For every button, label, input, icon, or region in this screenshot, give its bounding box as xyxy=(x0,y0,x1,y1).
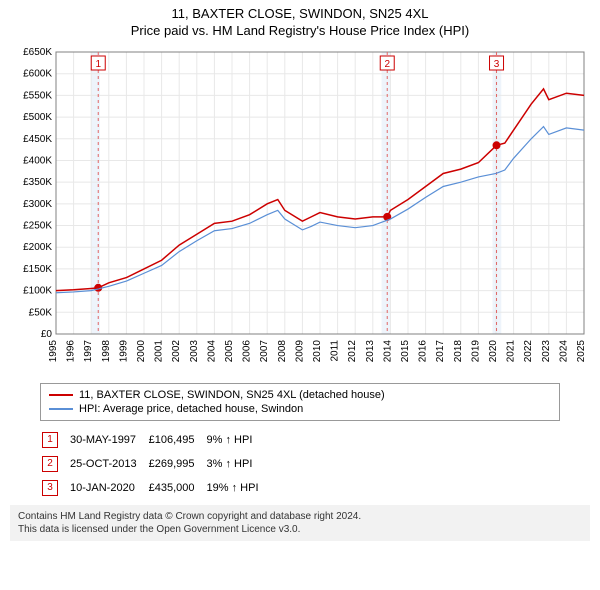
svg-text:£50K: £50K xyxy=(29,307,53,318)
svg-text:2016: 2016 xyxy=(418,340,429,363)
svg-text:2020: 2020 xyxy=(488,340,499,363)
svg-text:2018: 2018 xyxy=(453,340,464,363)
sale-delta: 19% ↑ HPI xyxy=(207,477,269,499)
svg-text:1: 1 xyxy=(95,59,101,70)
svg-text:£400K: £400K xyxy=(23,155,52,166)
legend-label: HPI: Average price, detached house, Swin… xyxy=(79,403,303,415)
svg-text:2024: 2024 xyxy=(558,340,569,363)
svg-text:2006: 2006 xyxy=(242,340,253,363)
title-subtitle: Price paid vs. HM Land Registry's House … xyxy=(0,21,600,38)
legend-item: 11, BAXTER CLOSE, SWINDON, SN25 4XL (det… xyxy=(49,388,551,402)
svg-text:£600K: £600K xyxy=(23,69,52,80)
svg-text:£650K: £650K xyxy=(23,47,52,58)
svg-text:2013: 2013 xyxy=(365,340,376,363)
svg-text:2023: 2023 xyxy=(541,340,552,363)
svg-text:2025: 2025 xyxy=(576,340,587,363)
svg-text:£250K: £250K xyxy=(23,221,52,232)
sale-marker-icon: 3 xyxy=(42,480,58,496)
svg-text:2007: 2007 xyxy=(259,340,270,363)
svg-text:2003: 2003 xyxy=(189,340,200,363)
sale-marker-icon: 1 xyxy=(42,432,58,448)
svg-text:£300K: £300K xyxy=(23,199,52,210)
svg-text:£450K: £450K xyxy=(23,134,52,145)
line-chart: £0 £50K £100K £150K £200K £250K £300K £350K £400… xyxy=(10,44,590,374)
svg-text:2011: 2011 xyxy=(330,340,341,362)
svg-text:1995: 1995 xyxy=(48,340,59,363)
footnote-line: Contains HM Land Registry data © Crown c… xyxy=(18,510,582,523)
page: 11, BAXTER CLOSE, SWINDON, SN25 4XL Pric… xyxy=(0,0,600,590)
svg-text:2021: 2021 xyxy=(506,340,517,363)
svg-text:3: 3 xyxy=(494,59,500,70)
legend-swatch xyxy=(49,408,73,410)
table-row: 3 10-JAN-2020£435,00019% ↑ HPI xyxy=(42,477,269,499)
sale-price: £269,995 xyxy=(149,453,205,475)
svg-text:2004: 2004 xyxy=(206,340,217,363)
svg-text:2005: 2005 xyxy=(224,340,235,363)
svg-text:2014: 2014 xyxy=(382,340,393,363)
legend: 11, BAXTER CLOSE, SWINDON, SN25 4XL (det… xyxy=(40,383,560,421)
sale-date: 30-MAY-1997 xyxy=(70,429,147,451)
svg-text:2002: 2002 xyxy=(171,340,182,363)
svg-text:£550K: £550K xyxy=(23,90,52,101)
svg-text:£200K: £200K xyxy=(23,242,52,253)
sale-marker-icon: 2 xyxy=(42,456,58,472)
svg-text:2012: 2012 xyxy=(347,340,358,363)
footnote-line: This data is licensed under the Open Gov… xyxy=(18,523,582,536)
svg-text:2019: 2019 xyxy=(470,340,481,363)
title-address: 11, BAXTER CLOSE, SWINDON, SN25 4XL xyxy=(0,0,600,21)
sale-price: £435,000 xyxy=(149,477,205,499)
svg-text:2: 2 xyxy=(384,59,390,70)
sale-price: £106,495 xyxy=(149,429,205,451)
svg-text:2008: 2008 xyxy=(277,340,288,363)
chart-titles: 11, BAXTER CLOSE, SWINDON, SN25 4XL Pric… xyxy=(0,0,600,38)
legend-label: 11, BAXTER CLOSE, SWINDON, SN25 4XL (det… xyxy=(79,389,385,401)
legend-swatch xyxy=(49,394,73,396)
svg-text:2017: 2017 xyxy=(435,340,446,363)
chart-area: £0 £50K £100K £150K £200K £250K £300K £350K £400… xyxy=(10,44,590,379)
svg-text:2000: 2000 xyxy=(136,340,147,363)
svg-text:1999: 1999 xyxy=(118,340,129,363)
sale-date: 10-JAN-2020 xyxy=(70,477,147,499)
svg-text:£100K: £100K xyxy=(23,286,52,297)
svg-text:£150K: £150K xyxy=(23,264,52,275)
sale-delta: 3% ↑ HPI xyxy=(207,453,269,475)
sale-delta: 9% ↑ HPI xyxy=(207,429,269,451)
sales-table: 1 30-MAY-1997£106,4959% ↑ HPI 2 25-OCT-2013… xyxy=(40,427,271,501)
svg-text:£500K: £500K xyxy=(23,112,52,123)
svg-text:1998: 1998 xyxy=(101,340,112,363)
svg-text:£350K: £350K xyxy=(23,177,52,188)
svg-text:2009: 2009 xyxy=(294,340,305,363)
svg-text:2022: 2022 xyxy=(523,340,534,363)
svg-text:1996: 1996 xyxy=(66,340,77,363)
table-row: 1 30-MAY-1997£106,4959% ↑ HPI xyxy=(42,429,269,451)
footnote: Contains HM Land Registry data © Crown c… xyxy=(10,505,590,541)
table-row: 2 25-OCT-2013£269,9953% ↑ HPI xyxy=(42,453,269,475)
legend-item: HPI: Average price, detached house, Swin… xyxy=(49,402,551,416)
svg-text:1997: 1997 xyxy=(83,340,94,363)
svg-text:2010: 2010 xyxy=(312,340,323,363)
svg-text:2015: 2015 xyxy=(400,340,411,363)
sale-date: 25-OCT-2013 xyxy=(70,453,147,475)
svg-text:£0: £0 xyxy=(41,329,53,340)
svg-text:2001: 2001 xyxy=(154,340,165,363)
